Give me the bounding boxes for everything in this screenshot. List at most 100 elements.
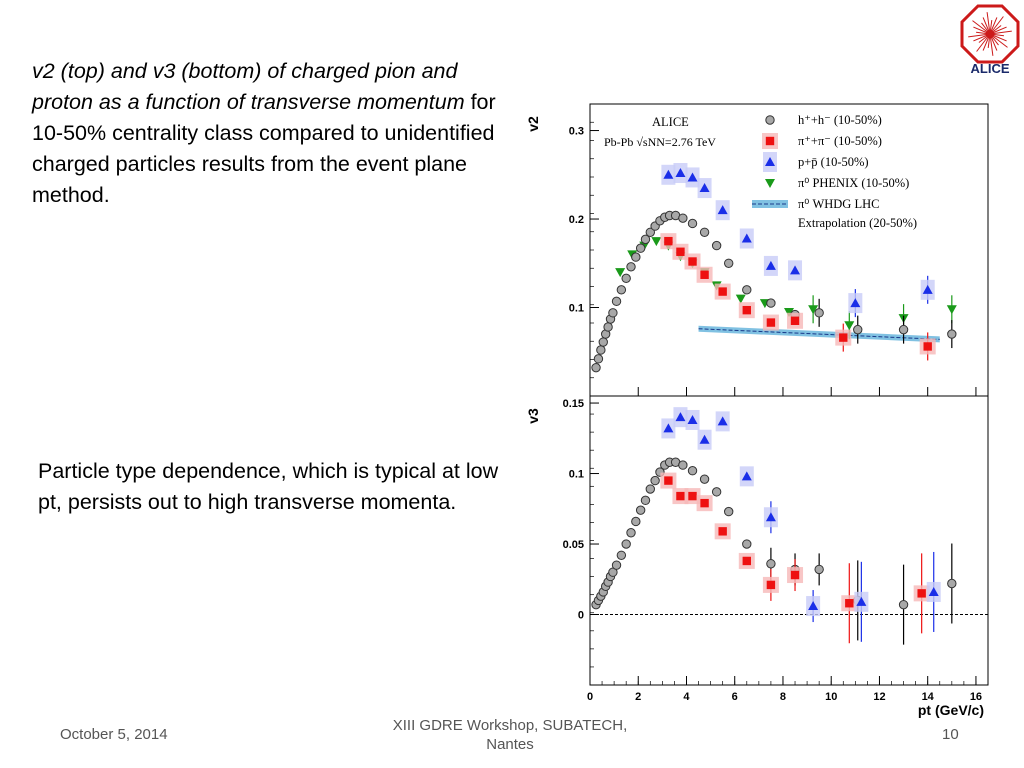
x-tick-label: 14 bbox=[922, 691, 935, 703]
data-point bbox=[717, 205, 728, 215]
x-tick-label: 6 bbox=[732, 691, 738, 703]
data-point bbox=[741, 471, 752, 481]
data-point bbox=[635, 243, 646, 253]
data-point bbox=[928, 586, 939, 596]
legend-label: Extrapolation (20-50%) bbox=[798, 216, 917, 230]
data-point bbox=[626, 528, 636, 538]
data-point bbox=[711, 487, 722, 497]
data-point bbox=[700, 498, 709, 508]
v2-plot bbox=[591, 163, 957, 373]
data-point bbox=[850, 298, 861, 308]
data-point bbox=[844, 321, 855, 331]
y-tick-label: 0.3 bbox=[569, 126, 584, 138]
y-tick-label: 0.1 bbox=[569, 469, 584, 481]
data-point bbox=[741, 233, 752, 243]
logo-text: ALICE bbox=[971, 61, 1010, 76]
data-point bbox=[766, 298, 776, 308]
data-point bbox=[946, 305, 957, 315]
data-point bbox=[742, 556, 751, 566]
x-tick-label: 8 bbox=[780, 691, 786, 703]
legend-label: h⁺+h⁻ (10-50%) bbox=[798, 113, 882, 127]
data-point bbox=[688, 257, 697, 266]
data-point bbox=[922, 284, 933, 294]
legend-label: π⁺+π⁻ (10-50%) bbox=[798, 134, 882, 148]
data-point bbox=[650, 475, 660, 486]
data-point bbox=[699, 474, 710, 484]
data-point bbox=[621, 539, 631, 549]
data-point bbox=[699, 227, 710, 238]
data-point bbox=[603, 322, 613, 332]
x-axis-label: pt (GeV/c) bbox=[918, 702, 984, 718]
x-tick-label: 16 bbox=[970, 691, 982, 703]
data-point bbox=[765, 512, 776, 522]
data-point bbox=[608, 308, 618, 318]
data-point bbox=[664, 476, 673, 485]
data-point bbox=[808, 601, 819, 611]
data-point bbox=[651, 237, 662, 247]
x-tick-label: 12 bbox=[873, 691, 885, 703]
data-point bbox=[790, 316, 800, 325]
data-point bbox=[631, 516, 641, 527]
y-tick-label: 0.1 bbox=[569, 303, 584, 315]
footer-page-number: 10 bbox=[942, 726, 959, 743]
data-point bbox=[678, 213, 688, 223]
data-point bbox=[766, 318, 776, 327]
v3-axis-label: v3 bbox=[525, 408, 541, 424]
data-point bbox=[790, 265, 801, 275]
data-point bbox=[687, 466, 698, 476]
v3-panel-frame bbox=[589, 395, 989, 686]
x-tick-label: 10 bbox=[825, 691, 837, 703]
data-point bbox=[718, 527, 727, 536]
data-point bbox=[947, 578, 957, 589]
data-point bbox=[687, 172, 698, 182]
data-point bbox=[808, 305, 819, 315]
data-point bbox=[616, 550, 627, 561]
data-point bbox=[687, 414, 698, 424]
data-point bbox=[621, 273, 631, 284]
data-point bbox=[663, 423, 674, 433]
data-point bbox=[616, 285, 627, 295]
data-point bbox=[856, 596, 867, 606]
data-point bbox=[626, 262, 636, 272]
data-point bbox=[699, 434, 710, 444]
legend-header-experiment: ALICE bbox=[652, 115, 689, 129]
y-tick-label: 0.2 bbox=[569, 214, 584, 226]
data-point bbox=[853, 324, 863, 335]
data-point bbox=[687, 218, 698, 229]
data-point bbox=[615, 268, 626, 278]
data-point bbox=[784, 307, 794, 317]
data-point bbox=[676, 247, 685, 256]
data-point bbox=[766, 580, 776, 590]
data-point bbox=[742, 305, 751, 315]
data-point bbox=[699, 183, 710, 193]
data-point bbox=[898, 324, 909, 335]
data-point bbox=[700, 270, 709, 279]
v2-v3-figure: 0.1 0.2 0.3 v2 0 0.05 0.1 0.15 v3 0 2 4 6 8 10 12 14 16pt… bbox=[525, 103, 989, 718]
legend-header-system: Pb-Pb √sNN=2.76 TeV bbox=[604, 135, 716, 149]
data-point bbox=[723, 506, 734, 517]
data-point bbox=[611, 296, 622, 307]
observation-paragraph: Particle type dependence, which is typic… bbox=[38, 459, 499, 514]
data-point bbox=[898, 599, 909, 610]
data-point bbox=[611, 560, 622, 570]
data-point bbox=[676, 491, 685, 501]
whdg-line bbox=[698, 328, 940, 340]
data-point bbox=[742, 285, 752, 295]
data-point bbox=[723, 258, 734, 268]
description-paragraph: v2 (top) and v3 (bottom) of charged pion… bbox=[32, 56, 522, 211]
legend-marker bbox=[765, 179, 775, 188]
data-point bbox=[645, 484, 656, 494]
axes: 0.1 0.2 0.3 v2 0 0.05 0.1 0.15 v3 0 2 4 6 8 10 12 14 16pt… bbox=[525, 103, 989, 718]
data-point bbox=[645, 227, 656, 238]
data-point bbox=[678, 460, 688, 470]
data-point bbox=[596, 345, 606, 355]
description-italic: v2 (top) and v3 (bottom) of charged pion… bbox=[32, 59, 465, 114]
legend-marker bbox=[765, 115, 775, 125]
data-point bbox=[845, 599, 854, 608]
data-point bbox=[814, 308, 824, 318]
data-point bbox=[923, 342, 932, 351]
data-point bbox=[675, 412, 686, 422]
y-tick-label: 0 bbox=[578, 610, 584, 622]
data-point bbox=[591, 362, 601, 373]
data-point bbox=[711, 240, 722, 251]
